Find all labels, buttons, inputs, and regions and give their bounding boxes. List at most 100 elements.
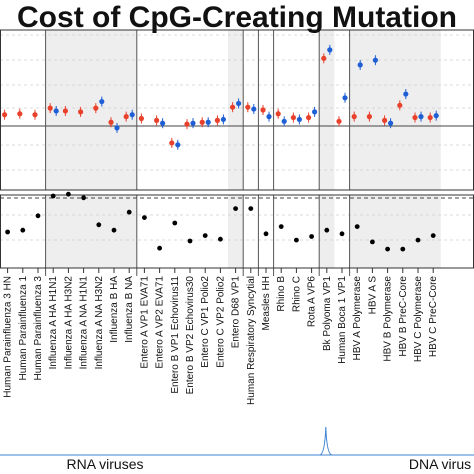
bottom-panel-points — [5, 191, 436, 252]
blue-point-10 — [160, 120, 166, 126]
panel-shading — [45, 30, 441, 268]
black-point-13 — [202, 233, 208, 239]
shade-bottom-1 — [228, 195, 244, 268]
black-point-2 — [35, 213, 41, 219]
chart-title: Cost of CpG-Creating Mutation — [17, 1, 457, 34]
red-point-23 — [351, 114, 357, 120]
black-point-21 — [324, 227, 330, 233]
red-point-27 — [412, 114, 418, 121]
red-point-26 — [397, 102, 403, 108]
black-point-6 — [96, 222, 102, 228]
x-tick-label-6: Influenza A NA H3N2 — [94, 276, 105, 370]
blue-point-13 — [205, 119, 211, 125]
dna-group-label: DNA virus — [409, 456, 471, 472]
blue-point-12 — [190, 120, 196, 126]
x-tick-label-22: Human Boca 1 VP1 — [337, 276, 348, 364]
black-point-1 — [20, 227, 26, 233]
grid-lines — [0, 34, 474, 241]
black-point-9 — [142, 215, 147, 221]
black-point-8 — [126, 209, 132, 215]
red-point-0 — [2, 112, 8, 118]
red-point-2 — [32, 112, 38, 118]
red-point-8 — [123, 114, 129, 120]
x-tick-label-10: Entero A VP2 EVA71 — [155, 276, 166, 369]
red-point-16 — [245, 104, 251, 110]
red-point-21 — [321, 55, 327, 61]
shade-top-0 — [45, 30, 137, 190]
x-tick-label-1: Human Parainfluenza 1 — [18, 276, 29, 381]
black-point-20 — [309, 234, 314, 239]
black-point-10 — [157, 245, 163, 251]
red-point-19 — [290, 114, 296, 121]
group-dividers — [45, 30, 351, 276]
blue-point-8 — [129, 112, 135, 118]
red-point-1 — [17, 111, 23, 117]
x-tick-label-28: HBV C PreC-Core — [428, 276, 439, 358]
blue-point-3 — [53, 108, 59, 114]
red-point-10 — [154, 117, 160, 123]
x-tick-label-17: Measles HH — [261, 276, 272, 330]
red-point-25 — [382, 117, 388, 123]
red-point-15 — [230, 104, 236, 110]
red-point-13 — [199, 119, 205, 125]
blue-point-23 — [357, 62, 363, 68]
shade-top-2 — [319, 30, 335, 190]
red-point-7 — [108, 119, 114, 125]
black-point-16 — [248, 206, 254, 212]
density-peak — [319, 426, 333, 456]
red-point-20 — [306, 114, 312, 121]
red-point-18 — [275, 111, 281, 117]
x-tick-label-15: Entero D68 VP1 — [231, 276, 242, 349]
red-point-17 — [260, 107, 266, 113]
blue-point-17 — [266, 114, 272, 120]
red-point-14 — [214, 117, 220, 123]
rna-group-label: RNA viruses — [66, 456, 143, 472]
red-point-3 — [47, 105, 53, 111]
x-tick-label-19: Rhino C — [291, 276, 302, 312]
black-point-24 — [370, 239, 375, 245]
blue-point-20 — [312, 109, 318, 115]
black-point-15 — [233, 206, 239, 212]
shade-bottom-0 — [45, 195, 137, 268]
x-tick-label-4: Influenza A HA H3N2 — [63, 276, 74, 370]
blue-point-15 — [236, 100, 242, 107]
x-tick-labels: Human Parainfluenza 3 HN Human Parainflue… — [3, 276, 440, 405]
red-point-6 — [93, 105, 99, 111]
black-point-22 — [339, 231, 345, 237]
black-point-23 — [354, 224, 360, 230]
red-point-9 — [138, 115, 144, 122]
top-panel-points — [2, 44, 439, 150]
shade-top-1 — [228, 30, 244, 190]
black-point-14 — [218, 236, 223, 242]
black-point-5 — [81, 195, 86, 201]
blue-point-19 — [296, 116, 302, 123]
black-point-17 — [263, 231, 269, 237]
black-point-25 — [385, 246, 390, 252]
x-tick-label-3: Influenza A HA H1N1 — [48, 276, 59, 370]
red-point-22 — [336, 118, 342, 124]
black-point-0 — [5, 229, 10, 235]
blue-point-21 — [327, 47, 333, 53]
black-point-26 — [400, 246, 406, 252]
density-strip — [0, 426, 474, 456]
red-point-28 — [427, 114, 433, 121]
red-point-24 — [366, 114, 372, 120]
blue-point-22 — [342, 95, 348, 101]
x-tick-label-8: Influenza B NA — [124, 276, 135, 343]
blue-point-18 — [281, 118, 287, 124]
x-tick-label-0: Human Parainfluenza 3 HN — [3, 276, 14, 398]
x-tick-label-2: Human Parainfluenza 3 — [33, 276, 44, 381]
black-point-7 — [111, 227, 117, 233]
blue-point-11 — [175, 142, 181, 148]
x-tick-label-24: HBV A S — [367, 276, 378, 315]
x-tick-label-26: HBV B PreC-Core — [398, 276, 409, 357]
blue-point-25 — [388, 120, 394, 126]
red-point-4 — [62, 108, 68, 114]
blue-point-28 — [433, 113, 439, 119]
black-point-4 — [66, 191, 71, 197]
x-tick-label-25: HBV B Polymerase — [383, 276, 394, 362]
red-point-11 — [169, 140, 175, 146]
blue-point-6 — [99, 98, 105, 105]
red-point-5 — [78, 109, 84, 115]
